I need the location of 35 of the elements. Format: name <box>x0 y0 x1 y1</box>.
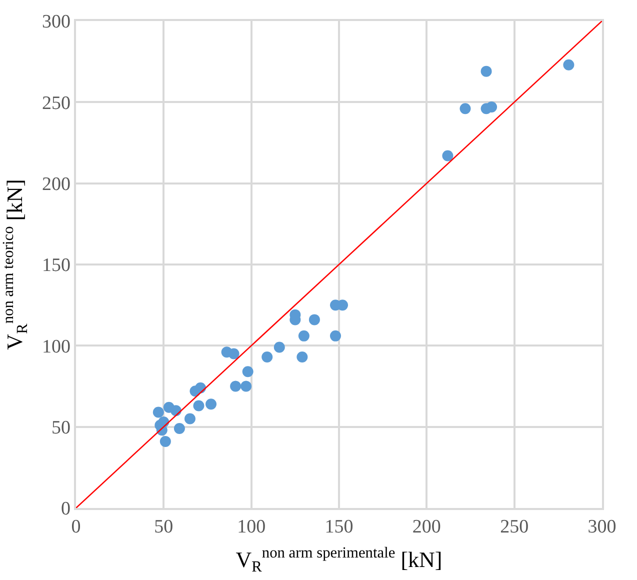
point <box>274 342 285 353</box>
point <box>262 352 273 363</box>
point <box>330 330 341 342</box>
y-tick-label: 0 <box>60 498 70 520</box>
point <box>298 330 310 342</box>
point <box>193 400 204 412</box>
point <box>174 422 185 434</box>
point <box>152 406 164 418</box>
point <box>480 66 492 77</box>
point <box>228 348 240 360</box>
point <box>460 103 471 114</box>
point <box>184 413 196 424</box>
y-tick-label: 250 <box>42 92 70 114</box>
x-tick-label: 250 <box>500 516 529 538</box>
point <box>206 398 217 410</box>
point <box>296 352 308 363</box>
point <box>242 366 254 378</box>
y-tick-label: 150 <box>42 255 70 276</box>
y-tick-label: 200 <box>42 174 70 195</box>
x-tick-label: 100 <box>237 516 266 538</box>
point <box>230 380 242 392</box>
y-tick-label: 50 <box>51 417 70 438</box>
y-tick-label: 100 <box>42 336 70 358</box>
point <box>240 380 252 392</box>
point <box>160 436 171 447</box>
point <box>308 314 320 326</box>
x-tick-label: 150 <box>324 516 354 538</box>
x-tick-label: 50 <box>154 516 174 538</box>
point <box>442 150 454 162</box>
x-axis-title: V$_{R}$$^{non arm sperimentale}$ [kN] <box>236 544 442 576</box>
y-tick-label: 300 <box>42 12 70 33</box>
point <box>486 102 498 113</box>
x-tick-label: 200 <box>412 516 441 538</box>
x-tick-label: 300 <box>588 516 616 538</box>
point <box>563 59 574 70</box>
